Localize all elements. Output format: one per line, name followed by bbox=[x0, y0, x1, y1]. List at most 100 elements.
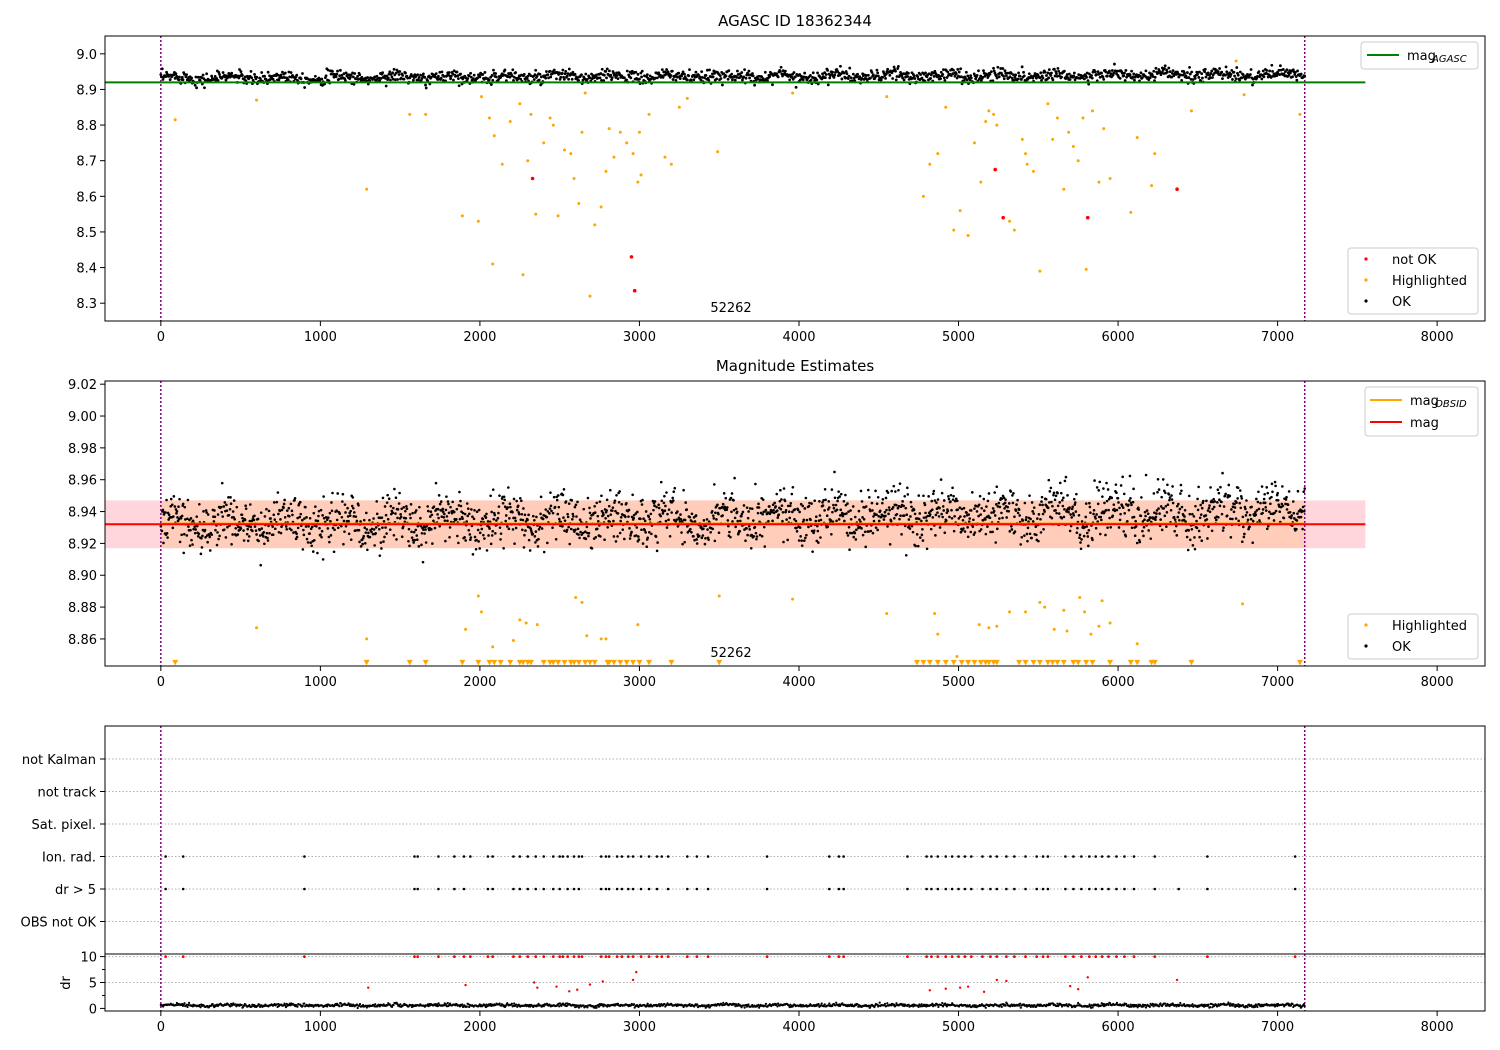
ok-point bbox=[833, 470, 836, 474]
ok-point bbox=[655, 505, 658, 509]
ok-point bbox=[771, 519, 774, 523]
ok-point bbox=[384, 526, 387, 529]
ok-point bbox=[539, 495, 543, 499]
ok-point bbox=[439, 500, 443, 503]
ok-point bbox=[1160, 495, 1163, 499]
ok-point bbox=[799, 535, 802, 538]
ok-point bbox=[665, 68, 669, 71]
ok-point bbox=[1238, 70, 1242, 74]
ok-point bbox=[657, 71, 661, 75]
ok-point bbox=[858, 518, 861, 521]
ok-point bbox=[871, 531, 875, 535]
x-tick-label: 7000 bbox=[1261, 330, 1294, 345]
ok-point bbox=[499, 538, 502, 541]
ok-point bbox=[1265, 69, 1269, 72]
flag-point bbox=[526, 855, 530, 858]
ok-point bbox=[1004, 498, 1007, 501]
ok-point bbox=[1028, 494, 1031, 497]
ok-point bbox=[424, 83, 427, 87]
ok-point bbox=[411, 78, 415, 82]
ok-point bbox=[938, 75, 942, 78]
ok-point bbox=[1212, 497, 1215, 501]
ok-point bbox=[213, 515, 217, 519]
ok-point bbox=[172, 515, 175, 518]
ok-point bbox=[257, 539, 260, 543]
ok-point bbox=[849, 509, 852, 512]
ok-point bbox=[1065, 73, 1069, 76]
ok-point bbox=[211, 1002, 214, 1006]
ok-point bbox=[888, 543, 892, 546]
ok-point bbox=[1170, 494, 1173, 497]
ok-point bbox=[1010, 72, 1013, 75]
ok-point bbox=[303, 517, 306, 520]
ok-point bbox=[930, 508, 934, 511]
flag-point bbox=[936, 855, 940, 858]
ok-point bbox=[200, 546, 204, 549]
ok-point bbox=[1047, 76, 1051, 80]
data-point bbox=[1298, 112, 1302, 116]
ok-point bbox=[923, 503, 927, 507]
ok-point bbox=[995, 485, 999, 488]
ok-point bbox=[351, 496, 355, 499]
below-axis-marker bbox=[586, 659, 593, 666]
ok-point bbox=[987, 492, 991, 495]
ok-point bbox=[295, 532, 298, 535]
ok-point bbox=[850, 531, 854, 535]
flag-point bbox=[1094, 887, 1098, 891]
flag-point bbox=[963, 887, 967, 891]
ok-point bbox=[294, 537, 298, 541]
ok-point bbox=[342, 72, 346, 76]
ok-point bbox=[349, 73, 353, 77]
ok-point bbox=[747, 69, 751, 73]
ok-point bbox=[698, 75, 702, 79]
flag-point bbox=[995, 855, 999, 858]
ok-point bbox=[897, 504, 901, 508]
flag-category-label: Sat. pixel. bbox=[32, 818, 96, 833]
data-point bbox=[548, 116, 552, 120]
ok-point bbox=[375, 500, 379, 503]
ok-point bbox=[244, 507, 248, 510]
flag-point bbox=[925, 855, 928, 858]
ok-point bbox=[1205, 518, 1209, 521]
ok-point bbox=[936, 511, 939, 514]
ok-point bbox=[587, 531, 591, 535]
flag-point bbox=[526, 887, 530, 891]
ok-point bbox=[348, 514, 352, 517]
below-axis-marker bbox=[1134, 659, 1141, 666]
ok-point bbox=[1177, 502, 1180, 506]
ok-point bbox=[919, 536, 922, 539]
ok-point bbox=[808, 74, 812, 77]
ok-point bbox=[496, 516, 500, 520]
ok-point bbox=[415, 534, 419, 537]
ok-point bbox=[978, 494, 982, 498]
ok-point bbox=[1030, 536, 1033, 540]
ok-point bbox=[1140, 496, 1143, 499]
ok-point bbox=[250, 76, 254, 80]
data-point bbox=[1071, 144, 1075, 148]
ok-point bbox=[1179, 492, 1182, 495]
ok-point bbox=[904, 553, 908, 557]
ok-point bbox=[259, 511, 263, 514]
ok-point bbox=[555, 77, 558, 81]
ok-point bbox=[324, 515, 328, 519]
ok-point bbox=[228, 507, 232, 511]
ok-point bbox=[1012, 73, 1015, 77]
ok-point bbox=[642, 517, 645, 521]
panel-mag-estimates: Magnitude Estimates 52262 0 1000 2000 3000 4… bbox=[68, 357, 1486, 690]
ok-point bbox=[1170, 75, 1174, 79]
ok-point bbox=[1097, 489, 1101, 492]
ok-point bbox=[488, 527, 491, 530]
ok-point bbox=[295, 535, 299, 539]
ok-point bbox=[280, 525, 283, 529]
ok-point bbox=[563, 519, 567, 522]
ok-point bbox=[719, 77, 723, 80]
ok-point bbox=[939, 478, 943, 481]
ok-point bbox=[330, 501, 333, 504]
ok-point bbox=[349, 509, 353, 513]
flag-point bbox=[1064, 855, 1067, 858]
ok-point bbox=[652, 508, 655, 512]
ok-point bbox=[598, 500, 602, 503]
ok-point bbox=[317, 514, 320, 518]
ok-point bbox=[1022, 70, 1025, 74]
data-point bbox=[629, 255, 634, 259]
